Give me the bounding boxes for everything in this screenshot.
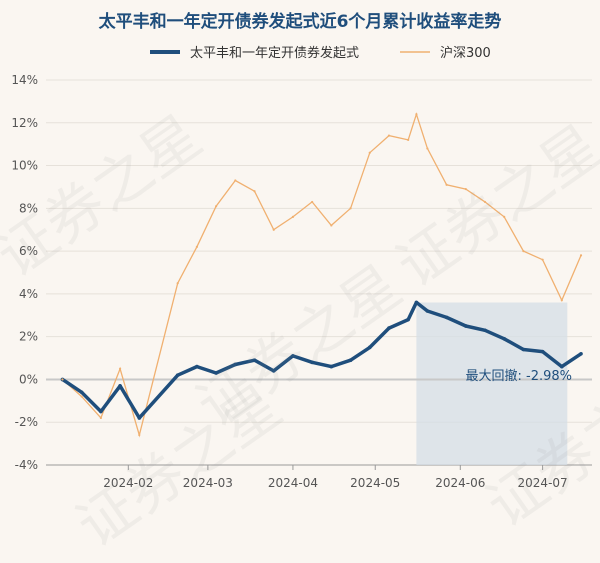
csi300-point bbox=[503, 215, 506, 218]
fund-point bbox=[463, 324, 468, 328]
csi300-point bbox=[234, 179, 237, 182]
fund-point bbox=[137, 416, 142, 420]
max-drawdown-label: 最大回撤: -2.98% bbox=[465, 368, 572, 384]
csi300-point bbox=[445, 183, 448, 186]
csi300-point bbox=[99, 416, 102, 420]
csi300-point bbox=[407, 138, 410, 141]
x-axis-ticks: 2024-02 2024-03 2024-04 2024-05 2024-06 2024-… bbox=[46, 464, 592, 490]
fund-point bbox=[406, 317, 410, 322]
fund-point bbox=[99, 409, 103, 414]
csi300-point bbox=[215, 205, 218, 208]
fund-point bbox=[387, 326, 391, 330]
x-tick-label: 2024-02 bbox=[103, 476, 153, 490]
csi300-point bbox=[541, 258, 544, 261]
x-tick-label: 2024-04 bbox=[268, 476, 318, 490]
fund-point bbox=[310, 360, 314, 365]
y-tick-label: 8% bbox=[19, 201, 38, 215]
y-tick-label: -4% bbox=[15, 458, 38, 472]
fund-point bbox=[502, 337, 507, 341]
y-axis-ticks: 14% 12% 10% 8% 6% 4% 2% 0% -2% -4% bbox=[11, 73, 38, 472]
y-tick-label: 14% bbox=[11, 73, 38, 87]
y-tick-label: 10% bbox=[11, 159, 38, 173]
csi300-point bbox=[415, 113, 418, 116]
fund-point bbox=[560, 364, 564, 369]
csi300-point bbox=[579, 254, 583, 257]
fund-point bbox=[483, 328, 487, 333]
csi300-point bbox=[426, 147, 429, 150]
fund-point bbox=[118, 384, 122, 388]
csi300-point bbox=[560, 299, 563, 302]
csi300-point bbox=[61, 378, 64, 381]
csi300-point bbox=[522, 250, 525, 253]
csi300-point bbox=[253, 190, 256, 193]
csi300-point bbox=[483, 200, 487, 204]
csi300-point bbox=[291, 215, 295, 218]
legend-fund-label[interactable]: 太平丰和一年定开债券发起式 bbox=[190, 45, 359, 61]
max-drawdown-area bbox=[416, 302, 568, 465]
x-tick-label: 2024-05 bbox=[350, 476, 400, 490]
fund-point bbox=[367, 345, 372, 350]
x-tick-label: 2024-06 bbox=[435, 476, 485, 490]
y-tick-label: -2% bbox=[15, 415, 38, 429]
csi300-point bbox=[138, 433, 141, 437]
data-points bbox=[60, 113, 583, 437]
chart-root: 太平丰和一年定开债券发起式近6个月累计收益率走势 太平丰和一年定开债券发起式 沪… bbox=[11, 11, 592, 490]
fund-point bbox=[348, 358, 353, 362]
csi300-point bbox=[387, 134, 391, 137]
csi300-point bbox=[272, 228, 275, 231]
fund-point bbox=[425, 309, 430, 313]
y-tick-label: 0% bbox=[19, 372, 38, 386]
fund-point bbox=[540, 349, 545, 354]
fund-point bbox=[252, 358, 257, 362]
fund-point bbox=[414, 300, 419, 305]
fund-point bbox=[175, 373, 180, 377]
y-tick-label: 12% bbox=[11, 116, 38, 130]
y-tick-label: 2% bbox=[19, 330, 38, 344]
csi300-point bbox=[80, 395, 83, 398]
x-tick-label: 2024-03 bbox=[183, 476, 233, 490]
fund-point bbox=[233, 362, 238, 367]
fund-point bbox=[214, 371, 218, 375]
legend-index-label[interactable]: 沪深300 bbox=[440, 45, 491, 61]
series-line-fund bbox=[61, 300, 582, 420]
csi300-point bbox=[330, 224, 333, 227]
series-line-csi300 bbox=[62, 112, 582, 438]
fund-point bbox=[579, 351, 583, 356]
y-tick-label: 6% bbox=[19, 244, 38, 258]
csi300-point bbox=[176, 282, 179, 285]
y-tick-label: 4% bbox=[19, 287, 38, 301]
chart-svg: 太平丰和一年定开债券发起式近6个月累计收益率走势 太平丰和一年定开债券发起式 沪… bbox=[11, 11, 592, 490]
fund-point bbox=[271, 369, 276, 373]
legend: 太平丰和一年定开债券发起式 沪深300 bbox=[150, 45, 491, 61]
x-tick-label: 2024-07 bbox=[518, 476, 568, 490]
fund-point bbox=[521, 347, 526, 352]
csi300-point bbox=[195, 245, 199, 248]
fund-point bbox=[79, 390, 84, 395]
fund-point bbox=[329, 364, 334, 369]
fund-point bbox=[291, 354, 295, 358]
fund-point bbox=[195, 364, 199, 369]
csi300-point bbox=[368, 151, 371, 154]
csi300-point bbox=[464, 187, 467, 191]
chart-title: 太平丰和一年定开债券发起式近6个月累计收益率走势 bbox=[99, 11, 502, 32]
csi300-point bbox=[118, 367, 122, 370]
fund-point bbox=[444, 315, 449, 320]
csi300-point bbox=[349, 207, 352, 210]
csi300-point bbox=[311, 200, 314, 204]
